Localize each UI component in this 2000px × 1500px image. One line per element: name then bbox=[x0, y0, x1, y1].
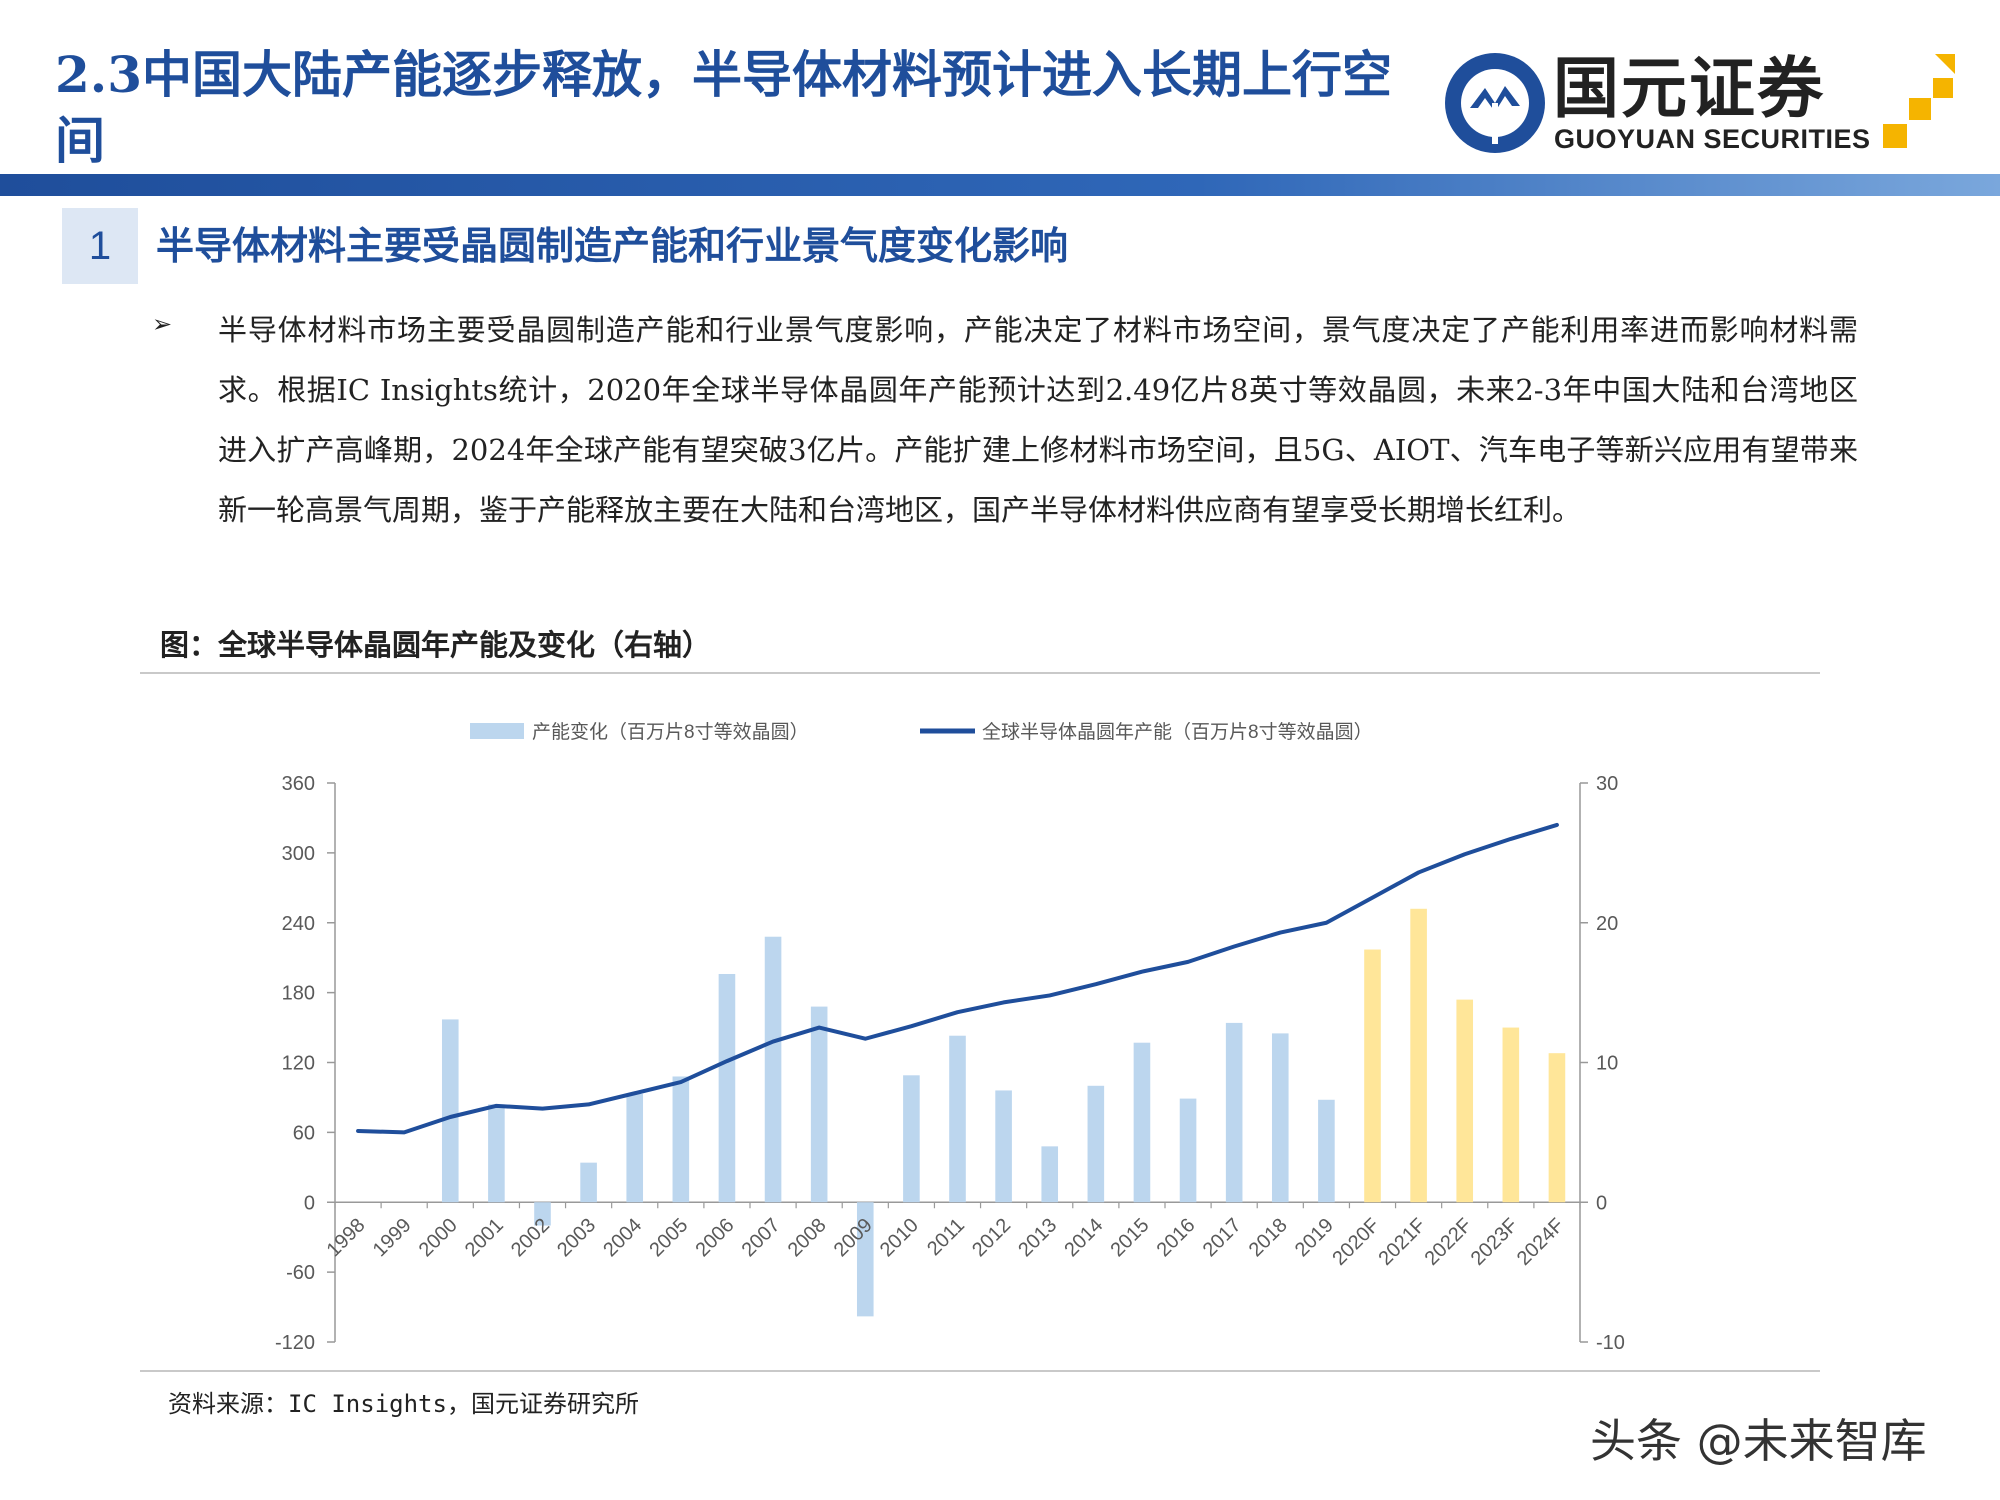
watermark-text: 头条 @未来智库 bbox=[1590, 1414, 1927, 1468]
x-tick-label: 2017 bbox=[1199, 1214, 1246, 1261]
x-tick-label: 2001 bbox=[461, 1214, 508, 1261]
bar-2002 bbox=[534, 1202, 551, 1226]
x-tick-label: 2021F bbox=[1374, 1214, 1430, 1270]
y-right-tick-label: -10 bbox=[1596, 1332, 1625, 1354]
x-tick-label: 2011 bbox=[923, 1214, 969, 1260]
x-tick-label: 2022F bbox=[1421, 1214, 1477, 1270]
legend-label-bar: 产能变化（百万片8寸等效晶圆） bbox=[532, 721, 809, 743]
bar-2008 bbox=[810, 1006, 828, 1203]
bar-2004 bbox=[626, 1093, 644, 1203]
bar-2020F bbox=[1364, 949, 1381, 1203]
x-tick-label: 2003 bbox=[553, 1214, 600, 1261]
logo-english-name: GUOYUAN SECURITIES bbox=[1554, 124, 1871, 154]
bar-2000 bbox=[441, 1019, 459, 1203]
page-title: 2.3中国大陆产能逐步释放，半导体材料预计进入长期上行空间 bbox=[55, 45, 1392, 170]
bar-2024F bbox=[1548, 1053, 1566, 1203]
header-divider-bar bbox=[0, 174, 2000, 196]
y-left-tick-label: 240 bbox=[282, 913, 315, 935]
x-tick-label: 2014 bbox=[1060, 1214, 1107, 1261]
y-left-tick-label: 180 bbox=[282, 983, 315, 1005]
bar-2015 bbox=[1133, 1042, 1151, 1203]
y-left-tick-label: 300 bbox=[282, 843, 315, 865]
y-right-tick-label: 0 bbox=[1596, 1192, 1607, 1214]
x-tick-label: 2006 bbox=[691, 1214, 738, 1261]
company-logo: 国元证券 GUOYUAN SECURITIES bbox=[1440, 48, 1980, 158]
bar-2001 bbox=[488, 1104, 505, 1203]
chart-legend: 产能变化（百万片8寸等效晶圆） 全球半导体晶圆年产能（百万片8寸等效晶圆） bbox=[470, 721, 1373, 743]
bar-2022F bbox=[1456, 999, 1474, 1203]
chart-bars bbox=[441, 908, 1566, 1317]
guoyuan-emblem-icon bbox=[1445, 53, 1545, 153]
x-tick-label: 2018 bbox=[1245, 1214, 1292, 1261]
x-tick-label: 2020F bbox=[1328, 1214, 1384, 1270]
bar-2013 bbox=[1041, 1146, 1059, 1203]
x-tick-label: 2005 bbox=[645, 1214, 692, 1261]
bar-2007 bbox=[764, 936, 782, 1203]
bar-2005 bbox=[672, 1076, 690, 1203]
x-tick-label: 1999 bbox=[369, 1214, 416, 1261]
figure-caption: 图：全球半导体晶圆年产能及变化（右轴） bbox=[160, 628, 712, 662]
bar-2014 bbox=[1087, 1085, 1105, 1203]
figure-top-rule bbox=[140, 672, 1820, 674]
x-tick-label: 1998 bbox=[323, 1214, 370, 1261]
bar-2006 bbox=[718, 973, 736, 1203]
x-tick-label: 2007 bbox=[738, 1214, 785, 1261]
bar-2012 bbox=[995, 1090, 1012, 1203]
chart-line bbox=[356, 822, 1559, 1135]
bar-2023F bbox=[1502, 1027, 1520, 1203]
chart-x-labels: 1998 1999 2000 2001 2002 2003 2004 2005 2006 2007… bbox=[323, 1214, 1569, 1270]
x-tick-label: 2016 bbox=[1153, 1214, 1200, 1261]
x-tick-label: 2013 bbox=[1014, 1214, 1061, 1261]
source-note: 资料来源：IC Insights，国元证券研究所 bbox=[168, 1390, 639, 1418]
bar-2017 bbox=[1225, 1022, 1243, 1203]
bar-2010 bbox=[903, 1075, 920, 1203]
x-tick-label: 2012 bbox=[968, 1214, 1015, 1261]
bullet-arrow-icon: ➢ bbox=[152, 310, 173, 338]
logo-decoration-icon bbox=[1883, 54, 1955, 148]
bar-2011 bbox=[949, 1035, 966, 1203]
y-right-tick-label: 10 bbox=[1596, 1053, 1618, 1075]
y-left-tick-label: 0 bbox=[304, 1192, 315, 1214]
y-left-tick-label: 120 bbox=[282, 1053, 315, 1075]
figure-bottom-rule bbox=[140, 1370, 1820, 1372]
bar-2009 bbox=[856, 1202, 874, 1317]
bullet-paragraph: 半导体材料市场主要受晶圆制造产能和行业景气度影响，产能决定了材料市场空间，景气度… bbox=[218, 313, 1858, 527]
section-title: 半导体材料主要受晶圆制造产能和行业景气度变化影响 bbox=[156, 223, 1069, 268]
x-tick-label: 2010 bbox=[876, 1214, 923, 1261]
logo-chinese-name: 国元证券 bbox=[1553, 50, 1825, 127]
y-right-tick-label: 30 bbox=[1596, 773, 1618, 795]
bar-2018 bbox=[1271, 1033, 1289, 1203]
y-left-tick-label: -120 bbox=[275, 1332, 315, 1354]
x-tick-label: 2004 bbox=[599, 1214, 646, 1261]
legend-swatch-bar bbox=[470, 723, 524, 739]
x-tick-label: 2000 bbox=[415, 1214, 462, 1261]
y-left-tick-label: -60 bbox=[286, 1262, 315, 1284]
bar-2019 bbox=[1318, 1099, 1335, 1203]
y-right-tick-label: 20 bbox=[1596, 913, 1618, 935]
section-number: 1 bbox=[62, 208, 138, 284]
x-tick-label: 2023F bbox=[1467, 1214, 1523, 1270]
bar-2021F bbox=[1410, 908, 1427, 1203]
bar-2016 bbox=[1179, 1098, 1197, 1203]
legend-label-line: 全球半导体晶圆年产能（百万片8寸等效晶圆） bbox=[982, 721, 1373, 743]
x-tick-label: 2008 bbox=[784, 1214, 831, 1261]
x-tick-label: 2024F bbox=[1513, 1214, 1569, 1270]
y-left-tick-label: 360 bbox=[282, 773, 315, 795]
y-left-tick-label: 60 bbox=[293, 1122, 315, 1144]
x-tick-label: 2015 bbox=[1106, 1214, 1153, 1261]
bar-2003 bbox=[580, 1162, 597, 1203]
